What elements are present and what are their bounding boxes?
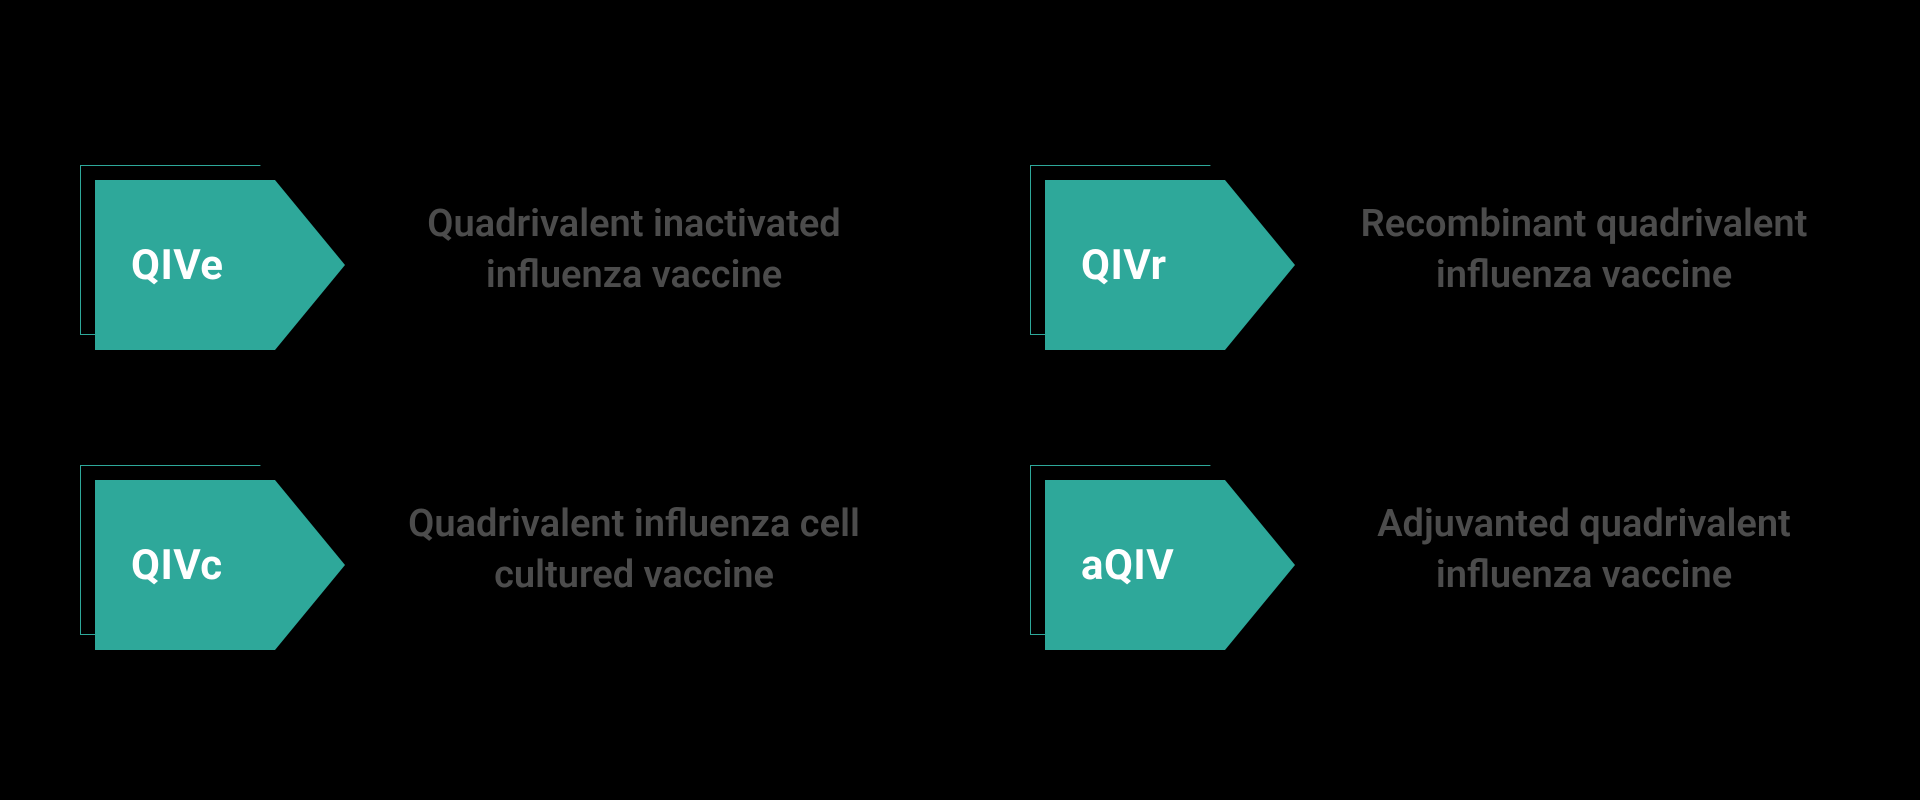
- badge-qive: QIVe: [95, 180, 345, 350]
- badge-wrapper: QIVe: [80, 165, 330, 335]
- badge-aqiv: aQIV: [1045, 480, 1295, 650]
- vaccine-item-qivc: QIVc Quadrivalent influenza cell culture…: [80, 465, 890, 635]
- badge-wrapper: aQIV: [1030, 465, 1280, 635]
- badge-abbr: QIVc: [131, 541, 223, 590]
- vaccine-description: Recombinant quadrivalent influenza vacci…: [1328, 199, 1840, 302]
- vaccine-grid: QIVe Quadrivalent inactivated influenza …: [0, 165, 1920, 635]
- badge-qivr: QIVr: [1045, 180, 1295, 350]
- badge-abbr: QIVe: [131, 241, 223, 290]
- vaccine-item-aqiv: aQIV Adjuvanted quadrivalent influenza v…: [1030, 465, 1840, 635]
- vaccine-description: Quadrivalent influenza cell cultured vac…: [378, 499, 890, 602]
- badge-wrapper: QIVr: [1030, 165, 1280, 335]
- vaccine-description: Adjuvanted quadrivalent influenza vaccin…: [1328, 499, 1840, 602]
- badge-abbr: QIVr: [1081, 241, 1166, 290]
- vaccine-description: Quadrivalent inactivated influenza vacci…: [378, 199, 890, 302]
- vaccine-item-qivr: QIVr Recombinant quadrivalent influenza …: [1030, 165, 1840, 335]
- badge-wrapper: QIVc: [80, 465, 330, 635]
- vaccine-item-qive: QIVe Quadrivalent inactivated influenza …: [80, 165, 890, 335]
- badge-qivc: QIVc: [95, 480, 345, 650]
- badge-abbr: aQIV: [1081, 541, 1174, 590]
